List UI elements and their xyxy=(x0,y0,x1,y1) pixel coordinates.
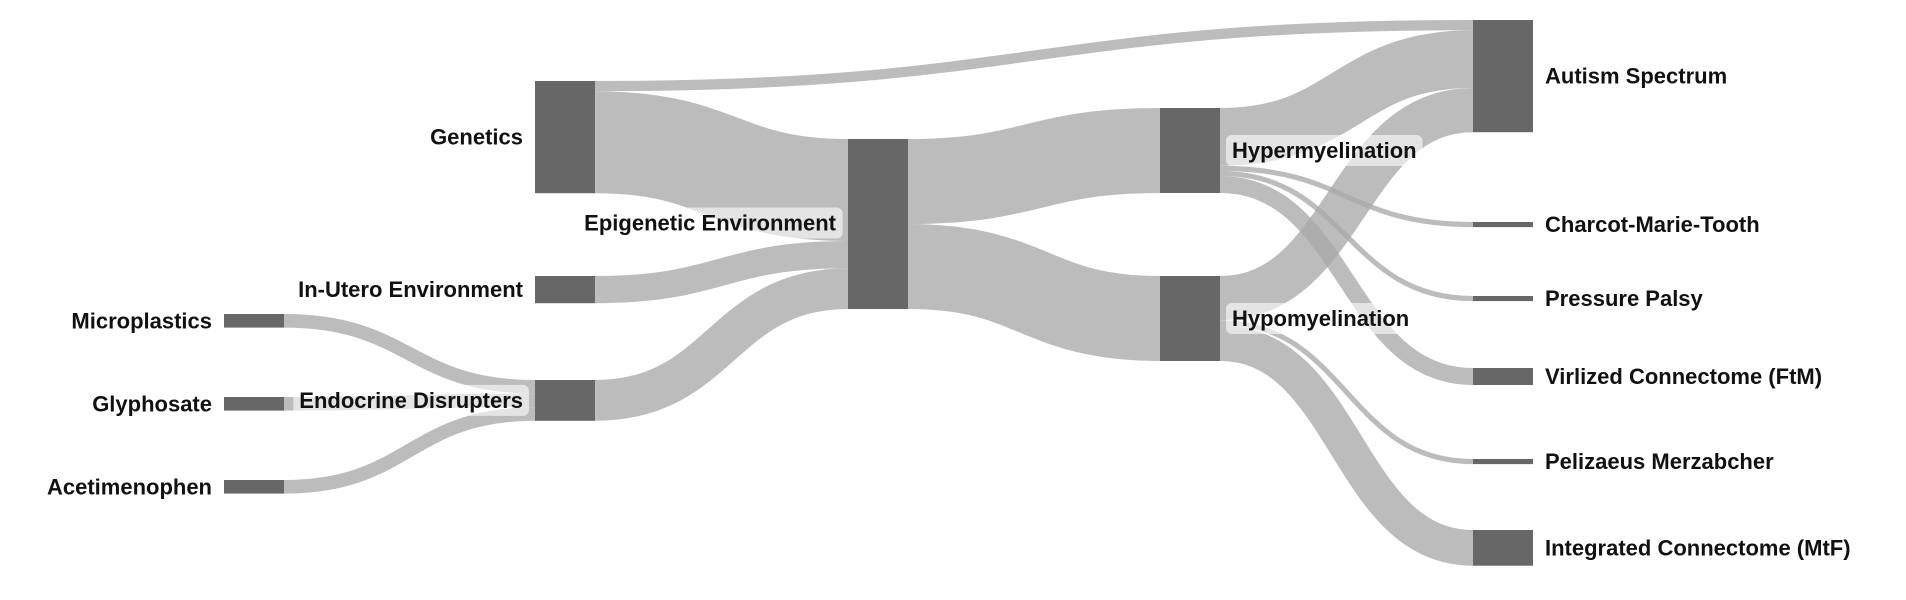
label-bg-hypomyelination xyxy=(1226,303,1416,334)
node-pelizaeus-merzabcher xyxy=(1473,459,1533,465)
sankey-nodes xyxy=(224,20,1533,566)
link-hypermyelination-to-autism-spectrum xyxy=(1219,30,1474,166)
label-integrated-connectome-mtf: Integrated Connectome (MtF) xyxy=(1545,535,1851,560)
node-autism-spectrum xyxy=(1473,20,1533,133)
link-hypomyelination-to-autism-spectrum xyxy=(1218,88,1475,321)
link-epigenetic-environment-to-hypomyelination xyxy=(907,224,1161,361)
label-bg-hypermyelination xyxy=(1226,135,1423,166)
label-hypermyelination: Hypermyelination xyxy=(1232,138,1417,163)
label-hypomyelination: Hypomyelination xyxy=(1232,306,1409,331)
node-in-utero-environment xyxy=(535,276,595,304)
node-microplastics xyxy=(224,314,284,328)
label-glyphosate: Glyphosate xyxy=(92,391,212,416)
node-hypermyelination xyxy=(1160,108,1220,193)
node-integrated-connectome-mtf xyxy=(1473,530,1533,566)
node-hypomyelination xyxy=(1160,276,1220,361)
label-autism-spectrum: Autism Spectrum xyxy=(1545,64,1727,89)
node-epigenetic-environment xyxy=(848,139,908,309)
link-acetimenophen-to-endocrine-disrupters xyxy=(283,407,536,494)
label-genetics: Genetics xyxy=(430,125,523,150)
link-endocrine-disrupters-to-epigenetic-environment xyxy=(594,268,849,421)
label-pressure-palsy: Pressure Palsy xyxy=(1545,286,1704,311)
node-acetimenophen xyxy=(224,480,284,494)
node-pressure-palsy xyxy=(1473,296,1533,302)
label-microplastics: Microplastics xyxy=(71,308,212,333)
node-virlized-connectome-ftm xyxy=(1473,368,1533,385)
node-endocrine-disrupters xyxy=(535,380,595,421)
label-in-utero-environment: In-Utero Environment xyxy=(298,277,524,302)
label-charcot-marie-tooth: Charcot-Marie-Tooth xyxy=(1545,212,1760,237)
label-bg-epigenetic-environment xyxy=(578,207,843,239)
link-genetics-to-autism-spectrum xyxy=(594,20,1474,92)
node-charcot-marie-tooth xyxy=(1473,222,1533,228)
link-microplastics-to-endocrine-disrupters xyxy=(283,314,536,394)
label-endocrine-disrupters: Endocrine Disrupters xyxy=(299,388,523,413)
sankey-labels: Microplastics Glyphosate Acetimenophen Gene… xyxy=(47,64,1851,561)
link-genetics-to-epigenetic-environment xyxy=(594,91,849,241)
link-in-utero-environment-to-epigenetic-environment xyxy=(594,241,849,304)
node-genetics xyxy=(535,81,595,194)
label-bg-endocrine-disrupters xyxy=(293,384,529,416)
link-hypermyelination-to-virlized-connectome-ftm xyxy=(1219,176,1474,385)
sankey-links xyxy=(283,20,1475,566)
label-pelizaeus-merzabcher: Pelizaeus Merzabcher xyxy=(1545,449,1774,474)
label-acetimenophen: Acetimenophen xyxy=(47,474,212,499)
link-hypomyelination-to-integrated-connectome-mtf xyxy=(1219,325,1474,566)
link-epigenetic-environment-to-hypermyelination xyxy=(907,108,1161,224)
label-epigenetic-environment: Epigenetic Environment xyxy=(584,211,836,236)
label-virlized-connectome-ftm: Virlized Connectome (FtM) xyxy=(1545,364,1822,389)
node-glyphosate xyxy=(224,397,284,411)
